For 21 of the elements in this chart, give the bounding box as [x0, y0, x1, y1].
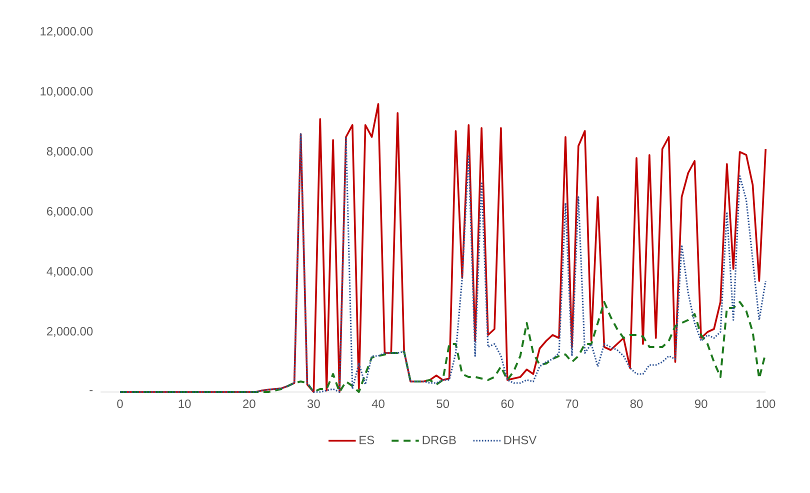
- y-tick-label: 6,000.00: [47, 207, 93, 217]
- x-tick-label: 20: [243, 400, 256, 408]
- y-tick-label: 2,000.00: [47, 327, 93, 337]
- x-tick-label: 0: [117, 400, 123, 408]
- x-tick-label: 80: [630, 400, 643, 408]
- x-tick-label: 60: [501, 400, 514, 408]
- x-tick-label: 100: [756, 400, 776, 408]
- x-tick-label: 10: [178, 400, 191, 408]
- x-tick-label: 50: [436, 400, 450, 408]
- legend-label: DHSV: [504, 436, 537, 444]
- x-tick-label: 70: [566, 400, 578, 408]
- legend-label: ES: [360, 436, 374, 444]
- y-tick-label: -: [90, 390, 93, 392]
- y-tick-label: 12,000.00: [40, 27, 93, 37]
- x-tick-label: 90: [694, 400, 708, 408]
- x-tick-label: 30: [307, 400, 320, 408]
- x-tick-label: 40: [372, 400, 384, 408]
- y-tick-label: 8,000.00: [46, 147, 93, 157]
- legend-label: DRGB: [422, 436, 456, 444]
- y-tick-label: 10,000.00: [40, 87, 93, 97]
- y-tick-label: 4,000.00: [46, 267, 93, 277]
